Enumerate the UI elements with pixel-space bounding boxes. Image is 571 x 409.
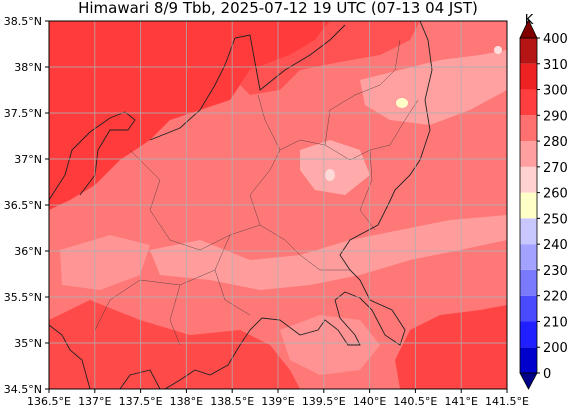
colorbar-swatch	[520, 115, 537, 142]
cold-spot-center	[325, 169, 335, 181]
lon-tick-label: 140°E	[353, 395, 386, 408]
colorbar-extend-min	[519, 372, 538, 390]
lat-tick-label: 37°N	[14, 153, 42, 166]
colorbar-swatch	[520, 38, 537, 64]
prefecture-borders	[94, 39, 419, 346]
colorbar-swatch	[520, 141, 537, 167]
lon-tick-label: 139.5°E	[302, 395, 346, 408]
colorbar-swatch	[520, 63, 537, 90]
colorbar-swatch	[520, 347, 537, 373]
lat-tick-label: 37.5°N	[4, 107, 42, 120]
cool-patch-coast	[280, 315, 380, 375]
lon-tick-label: 141.5°E	[485, 395, 529, 408]
colorbar-swatch	[520, 218, 537, 245]
lon-tick-label: 137°E	[78, 395, 111, 408]
lat-lon-grid	[49, 21, 507, 389]
lon-tick-label: 138°E	[170, 395, 203, 408]
figure-title: Himawari 8/9 Tbb, 2025-07-12 19 UTC (07-…	[78, 0, 478, 17]
colorbar-tick-label: 220	[543, 290, 568, 305]
lat-axis: 38.5°N 38°N 37.5°N 37°N 36.5°N 36°N 35.5°N 35°N…	[4, 15, 49, 396]
cold-spot-north	[396, 98, 408, 108]
colorbar-swatch	[520, 295, 537, 322]
colorbar-tick-label: 300	[543, 84, 568, 99]
colorbar-swatch	[520, 89, 537, 116]
lon-tick-label: 137.5°E	[119, 395, 163, 408]
map-area	[49, 21, 507, 389]
lat-tick-label: 36°N	[14, 245, 42, 258]
cold-spot-northeast	[494, 46, 502, 54]
colorbar-swatch	[520, 166, 537, 193]
lat-tick-label: 35.5°N	[4, 291, 42, 304]
colorbar-tick-label: 240	[543, 238, 568, 253]
colorbar-frame	[519, 37, 538, 374]
colorbar-tick-label: 250	[543, 212, 568, 227]
coastline	[49, 21, 433, 389]
lon-tick-label: 138.5°E	[210, 395, 254, 408]
warm-region-south	[49, 300, 300, 389]
lat-tick-label: 38°N	[14, 61, 42, 74]
lon-tick-label: 136.5°E	[27, 395, 71, 408]
cool-patch-west	[60, 235, 150, 290]
cool-band-northeast	[360, 50, 507, 125]
colorbar-tick-label: 200	[543, 341, 568, 356]
colorbar-extend-max	[519, 19, 538, 39]
lat-tick-label: 34.5°N	[4, 383, 42, 396]
colorbar-tick-label: 210	[543, 315, 568, 330]
colorbar-swatch	[520, 321, 537, 348]
warm-region-north	[240, 21, 420, 95]
colorbar-swatch	[520, 244, 537, 270]
colorbar-tick-label: 0	[543, 367, 551, 382]
lon-tick-label: 139°E	[261, 395, 294, 408]
colorbar-tick-label: 290	[543, 109, 568, 124]
colorbar-swatch	[520, 192, 537, 219]
lat-tick-label: 38.5°N	[4, 15, 42, 28]
warm-region-northwest	[49, 21, 330, 210]
lon-tick-label: 140.5°E	[393, 395, 437, 408]
lon-tick-label: 141°E	[444, 395, 477, 408]
colorbar-swatch	[520, 269, 537, 296]
colorbar: 0 200 210 220 230 240 250 260 270 280 290 300 310 400	[519, 19, 568, 390]
lat-tick-label: 36.5°N	[4, 199, 42, 212]
colorbar-tick-label: 270	[543, 161, 568, 176]
lon-axis: 136.5°E 137°E 137.5°E 138°E 138.5°E 139°E 139.…	[27, 389, 529, 408]
cool-band-central	[150, 215, 507, 290]
cool-patch-mountain	[300, 140, 370, 195]
colorbar-tick-label: 260	[543, 187, 568, 202]
colorbar-tick-label: 400	[543, 32, 568, 47]
colorbar-tick-label: 230	[543, 264, 568, 279]
colorbar-unit: K	[525, 13, 534, 28]
warm-region-southeast	[395, 305, 507, 389]
colorbar-tick-label: 310	[543, 58, 568, 73]
colorbar-tick-label: 280	[543, 135, 568, 150]
lat-tick-label: 35°N	[14, 337, 42, 350]
